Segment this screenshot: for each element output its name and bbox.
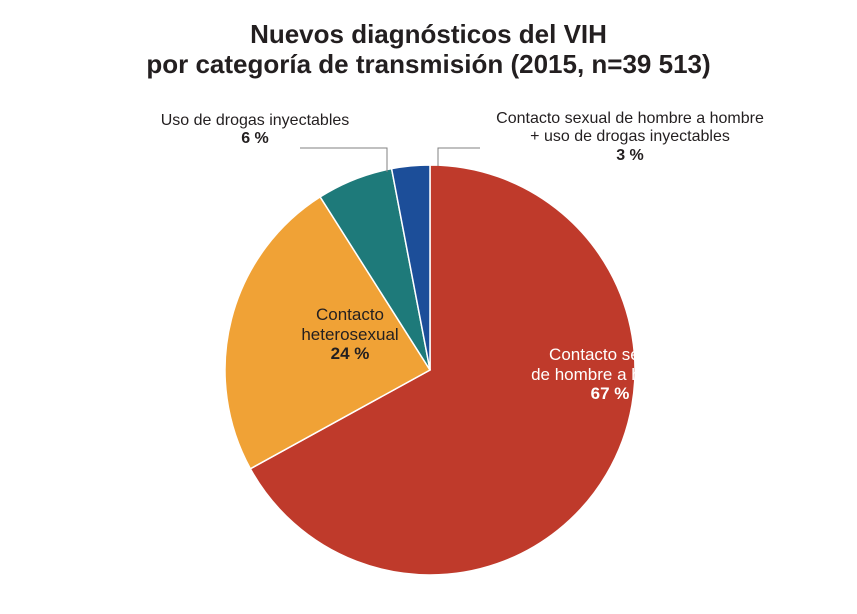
slice-label-text: heterosexual bbox=[301, 325, 398, 344]
slice-label-idu: Uso de drogas inyectables6 % bbox=[130, 112, 380, 149]
slice-label-msm: Contacto sexualde hombre a hombre67 % bbox=[510, 345, 710, 404]
pie-chart bbox=[0, 0, 857, 614]
slice-percent: 6 % bbox=[241, 130, 269, 147]
slice-label-text: Uso de drogas inyectables bbox=[161, 112, 350, 129]
slice-label-text: Contacto bbox=[316, 305, 384, 324]
slice-label-text: + uso de drogas inyectables bbox=[530, 128, 730, 145]
slice-percent: 3 % bbox=[616, 147, 644, 164]
title-line-2: por categoría de transmisión (2015, n=39… bbox=[146, 49, 710, 79]
leader-idu bbox=[300, 148, 387, 172]
slice-label-text: Contacto sexual bbox=[549, 345, 671, 364]
slice-label-text: de hombre a hombre bbox=[531, 365, 689, 384]
chart-container: { "title": { "line1": "Nuevos diagnóstic… bbox=[0, 0, 857, 614]
slice-label-hetero: Contactoheterosexual24 % bbox=[275, 305, 425, 364]
slice-label-text: Contacto sexual de hombre a hombre bbox=[496, 110, 764, 127]
slice-label-msm_idu: Contacto sexual de hombre a hombre+ uso … bbox=[470, 110, 790, 165]
slice-percent: 24 % bbox=[331, 344, 370, 363]
chart-title: Nuevos diagnósticos del VIH por categorí… bbox=[0, 20, 857, 80]
title-line-1: Nuevos diagnósticos del VIH bbox=[250, 19, 607, 49]
slice-percent: 67 % bbox=[591, 384, 630, 403]
